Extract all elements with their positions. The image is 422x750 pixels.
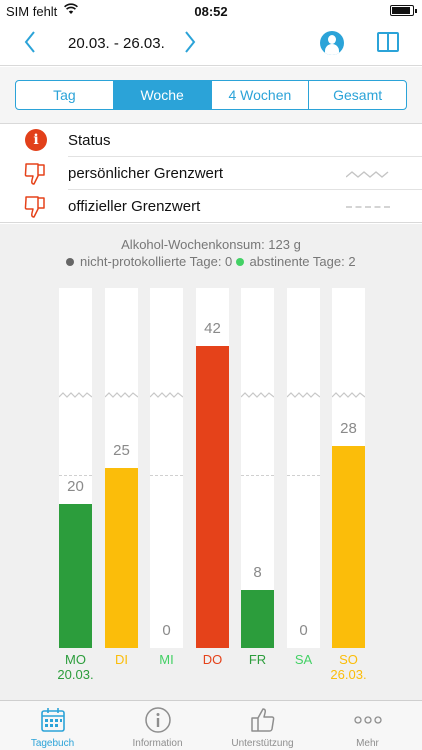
day-label-sa: SA: [274, 652, 334, 667]
bar-column-mo[interactable]: 20: [59, 288, 92, 648]
segment-tag[interactable]: Tag: [53, 87, 76, 103]
bar-column-so[interactable]: 28: [332, 288, 365, 648]
day-date: 20.03.: [57, 667, 94, 682]
profile-icon[interactable]: [320, 31, 344, 55]
tab-label: Mehr: [356, 738, 379, 749]
bar-value-label-sa: 0: [299, 622, 308, 639]
bar-column-sa[interactable]: 0: [287, 288, 320, 648]
day-label-mo: MO 20.03.: [46, 652, 106, 682]
legend: i Status persönlicher Grenzwert offiziel…: [0, 124, 422, 223]
bar-value-label-fr: 8: [253, 564, 262, 582]
bar-column-di[interactable]: 25: [105, 288, 138, 648]
book-icon[interactable]: [377, 32, 399, 52]
day-label-mi: MI: [137, 652, 197, 667]
day-name: FR: [248, 652, 267, 667]
thumbs-up-icon: [249, 706, 277, 734]
more-icon: [354, 706, 382, 734]
legend-status-label: Status: [68, 132, 111, 149]
grey-dot-icon: [66, 258, 75, 266]
segment-4-wochen[interactable]: 4 Wochen: [210, 81, 309, 109]
legend-personal-limit-row: persönlicher Grenzwert: [0, 157, 422, 190]
personal-limit-zigzag: [59, 392, 92, 398]
wifi-icon: [64, 3, 78, 18]
official-limit-line: [241, 475, 274, 477]
tab-information[interactable]: Information: [105, 701, 210, 750]
date-range: 20.03. - 26.03.: [68, 35, 165, 52]
info-circle-icon: [144, 706, 172, 734]
bar-column-do[interactable]: 42: [196, 288, 229, 648]
tab-label: Tagebuch: [30, 738, 75, 749]
chevron-left-icon[interactable]: [24, 27, 36, 63]
day-name: MO: [65, 652, 86, 667]
day-name: SO: [339, 652, 358, 667]
tab-label: Unterstützung: [231, 738, 294, 749]
dashed-line-icon: [346, 206, 390, 208]
legend-status-row[interactable]: i Status: [0, 124, 422, 157]
chevron-right-icon[interactable]: [184, 27, 196, 63]
bar-value-label-do: 42: [204, 319, 221, 337]
info-icon: i: [25, 129, 47, 151]
bar-column-mi[interactable]: 0: [150, 288, 183, 648]
green-dot-icon: [235, 258, 244, 266]
nav-bar: 20.03. - 26.03.: [0, 22, 422, 66]
official-limit-line: [59, 475, 92, 477]
bar-fill-di: [105, 468, 138, 648]
bar-fill-do: [196, 345, 229, 648]
personal-limit-zigzag: [150, 392, 183, 398]
day-date: 26.03.: [330, 667, 367, 682]
abstinent-days-text: abstinente Tage: 2: [249, 254, 356, 269]
status-bar: SIM fehlt 08:52: [0, 0, 422, 22]
personal-limit-zigzag: [332, 392, 365, 398]
personal-limit-zigzag: [241, 392, 274, 398]
tab-mehr[interactable]: Mehr: [315, 701, 420, 750]
day-name: MI: [159, 652, 174, 667]
bar-value-label-so: 28: [340, 420, 357, 438]
bar-column-fr[interactable]: 8: [241, 288, 274, 648]
carrier-label: SIM fehlt: [6, 4, 58, 19]
bar-value-label-mi: 0: [162, 622, 171, 639]
weekly-chart: Alkohol-Wochenkonsum: 123 g nicht-protok…: [0, 224, 422, 700]
battery-icon: [390, 5, 417, 16]
day-label-fr: FR: [228, 652, 288, 667]
tab-tagebuch[interactable]: Tagebuch: [0, 701, 105, 750]
tab-unterstuetzung[interactable]: Unterstützung: [210, 701, 315, 750]
day-name: DO: [202, 652, 223, 667]
official-limit-line: [150, 475, 183, 477]
summary-days: nicht-protokollierte Tage: 0 abstinente …: [0, 254, 422, 269]
personal-limit-zigzag: [287, 392, 320, 398]
bar-fill-fr: [241, 590, 274, 648]
bar-value-label-mo: 20: [67, 478, 84, 495]
thumbs-down-icon: [24, 195, 46, 224]
period-selector-area: Tag Woche 4 Wochen Gesamt: [0, 67, 422, 124]
bar-value-label-di: 25: [113, 442, 130, 459]
day-label-do: DO: [183, 652, 243, 667]
legend-official-limit-label: offizieller Grenzwert: [68, 198, 201, 215]
day-label-so: SO 26.03.: [319, 652, 379, 682]
legend-official-limit-row: offizieller Grenzwert: [0, 190, 422, 223]
thumbs-down-icon: [24, 162, 46, 191]
segment-woche[interactable]: Woche: [112, 81, 211, 109]
clock: 08:52: [194, 4, 228, 19]
legend-personal-limit-label: persönlicher Grenzwert: [68, 165, 224, 182]
day-name: DI: [115, 652, 128, 667]
period-segmented-control: Tag Woche 4 Wochen Gesamt: [15, 80, 407, 110]
official-limit-line: [287, 475, 320, 477]
tab-label: Information: [132, 738, 183, 749]
tab-bar: Tagebuch Information Unterstützung Mehr: [0, 700, 422, 750]
day-name: SA: [294, 652, 313, 667]
day-label-di: DI: [92, 652, 152, 667]
bar-fill-mo: [59, 504, 92, 648]
calendar-icon: [39, 706, 67, 734]
personal-limit-zigzag: [105, 392, 138, 398]
not-logged-days-text: nicht-protokollierte Tage: 0: [80, 254, 233, 269]
weekly-consumption-text: Alkohol-Wochenkonsum: 123 g: [121, 237, 301, 252]
zigzag-line-icon: [345, 167, 390, 185]
bar-fill-so: [332, 446, 365, 648]
segment-gesamt[interactable]: Gesamt: [308, 81, 406, 109]
